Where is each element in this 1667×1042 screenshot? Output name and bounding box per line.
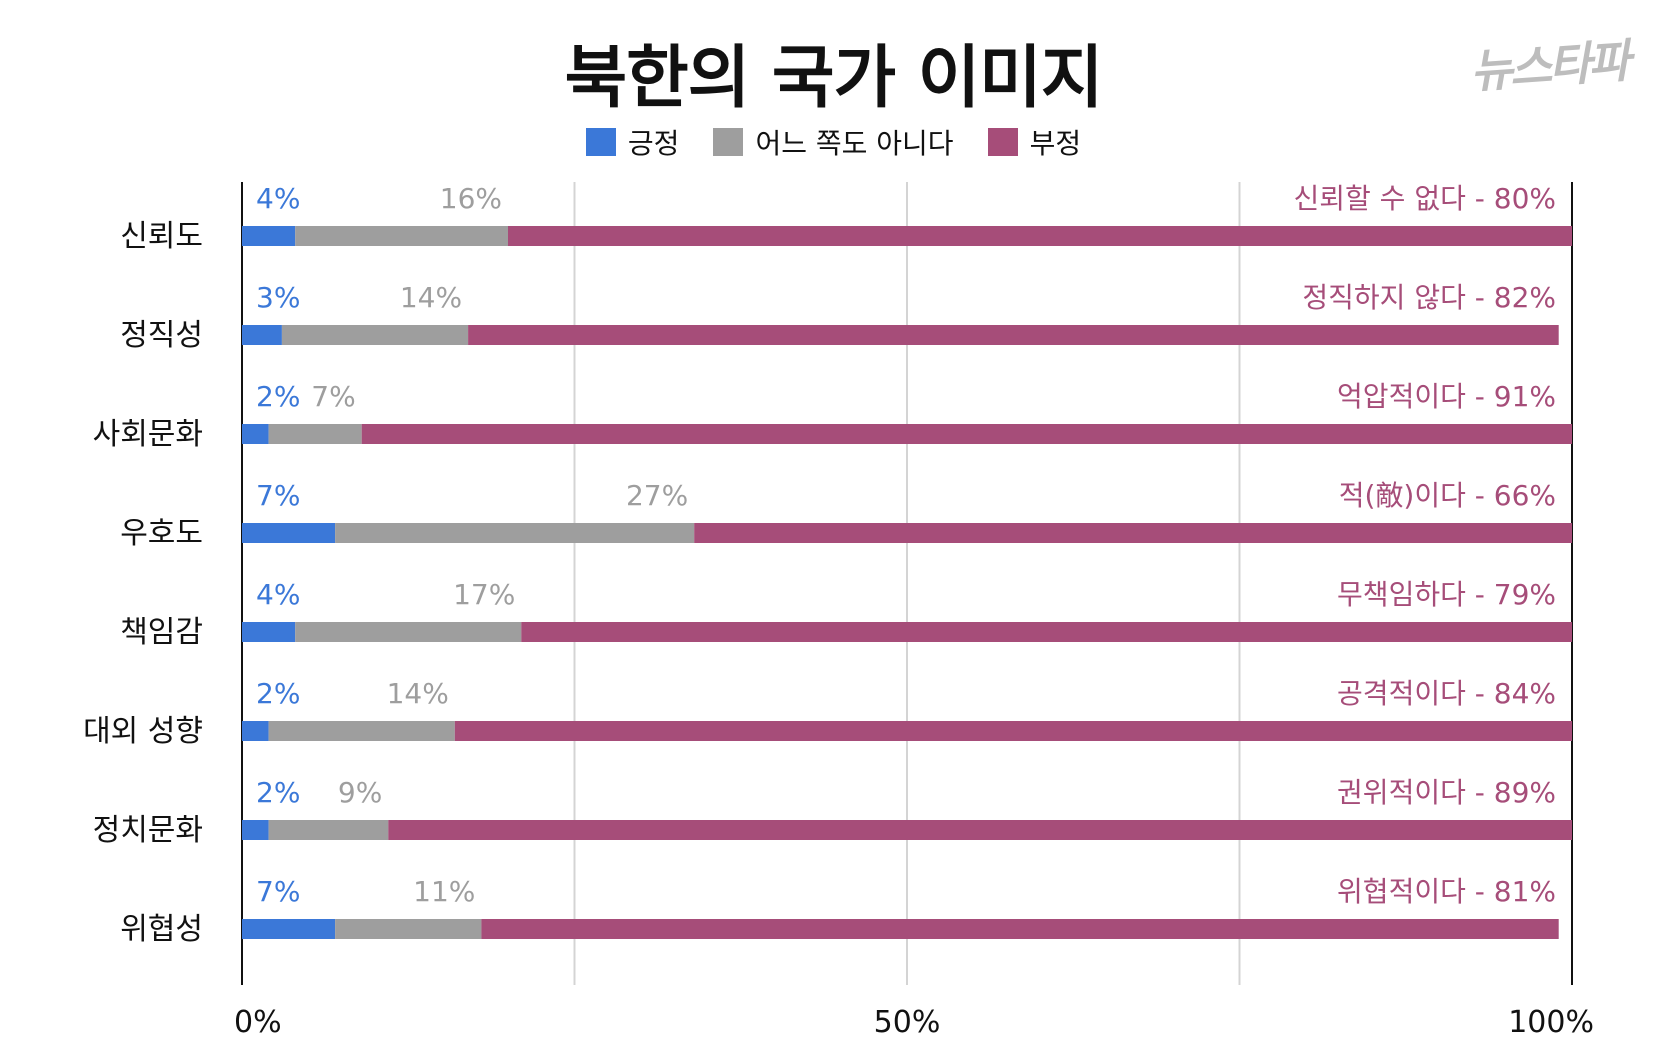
- bar-segment-positive: [242, 919, 336, 939]
- data-label-positive: 2%: [256, 380, 300, 413]
- bar-segment-negative: [388, 820, 1572, 840]
- bar-segment-negative: [694, 523, 1572, 543]
- bar-segment-neutral: [281, 325, 469, 345]
- category-label: 정직성: [120, 318, 203, 353]
- data-label-negative: 공격적이다 - 84%: [1337, 677, 1556, 710]
- x-tick-label-50: 50%: [874, 1005, 941, 1040]
- data-label-neutral: 27%: [626, 479, 688, 512]
- data-label-negative: 적(敵)이다 - 66%: [1339, 479, 1556, 512]
- bar-segment-positive: [242, 226, 296, 246]
- bar-segment-negative: [508, 226, 1572, 246]
- bar-segment-neutral: [268, 820, 389, 840]
- data-label-neutral: 17%: [453, 578, 515, 611]
- category-label: 사회문화: [93, 417, 203, 452]
- bar-segment-negative: [481, 919, 1559, 939]
- legend-item-negative: 부정: [987, 122, 1082, 162]
- category-label: 대외 성향: [83, 714, 203, 749]
- legend-swatch-neutral: [713, 128, 744, 156]
- legend-label-positive: 긍정: [627, 127, 680, 160]
- x-tick-label-0: 0%: [234, 1005, 282, 1040]
- bar-segment-neutral: [335, 523, 695, 543]
- x-tick-label-100: 100%: [1508, 1005, 1594, 1040]
- data-label-negative: 위협적이다 - 81%: [1337, 875, 1556, 908]
- data-label-positive: 2%: [256, 677, 300, 710]
- data-label-neutral: 7%: [311, 380, 355, 413]
- legend-label-negative: 부정: [1029, 127, 1082, 160]
- data-label-positive: 7%: [256, 479, 300, 512]
- data-label-neutral: 16%: [440, 182, 502, 215]
- data-label-positive: 4%: [256, 578, 300, 611]
- bar-segment-neutral: [268, 424, 362, 444]
- legend-swatch-positive: [585, 128, 616, 156]
- bar-segment-positive: [242, 622, 296, 642]
- data-label-neutral: 14%: [400, 281, 462, 314]
- bar-segment-negative: [454, 721, 1572, 741]
- data-label-negative: 억압적이다 - 91%: [1337, 380, 1556, 413]
- bar-segment-positive: [242, 523, 336, 543]
- bar-segment-neutral: [335, 919, 482, 939]
- data-label-negative: 신뢰할 수 없다 - 80%: [1293, 182, 1556, 215]
- legend-swatch-negative: [987, 128, 1018, 156]
- category-label: 위협성: [120, 912, 203, 947]
- category-label: 정치문화: [93, 813, 203, 848]
- bar-segment-neutral: [295, 226, 508, 246]
- bar-segment-positive: [242, 820, 269, 840]
- category-label: 책임감: [120, 615, 203, 650]
- category-label: 신뢰도: [120, 219, 203, 254]
- data-label-positive: 2%: [256, 776, 300, 809]
- data-label-negative: 정직하지 않다 - 82%: [1302, 281, 1556, 314]
- bar-segment-negative: [468, 325, 1559, 345]
- data-label-neutral: 11%: [413, 875, 475, 908]
- bar-segment-neutral: [268, 721, 455, 741]
- legend: 긍정 어느 쪽도 아니다 부정: [0, 122, 1667, 162]
- data-label-positive: 3%: [256, 281, 300, 314]
- data-label-positive: 4%: [256, 182, 300, 215]
- legend-label-neutral: 어느 쪽도 아니다: [755, 127, 954, 160]
- category-label: 우호도: [120, 516, 203, 551]
- bar-segment-negative: [521, 622, 1572, 642]
- data-label-negative: 권위적이다 - 89%: [1337, 776, 1556, 809]
- chart-title: 북한의 국가 이미지: [564, 39, 1104, 118]
- legend-item-neutral: 어느 쪽도 아니다: [713, 122, 954, 162]
- data-label-positive: 7%: [256, 875, 300, 908]
- bar-segment-positive: [242, 325, 282, 345]
- data-label-neutral: 9%: [338, 776, 382, 809]
- bar-segment-positive: [242, 721, 269, 741]
- bar-segment-positive: [242, 424, 269, 444]
- data-label-neutral: 14%: [387, 677, 449, 710]
- bar-segment-negative: [361, 424, 1573, 444]
- legend-item-positive: 긍정: [585, 122, 680, 162]
- bar-segment-neutral: [295, 622, 522, 642]
- data-label-negative: 무책임하다 - 79%: [1337, 578, 1556, 611]
